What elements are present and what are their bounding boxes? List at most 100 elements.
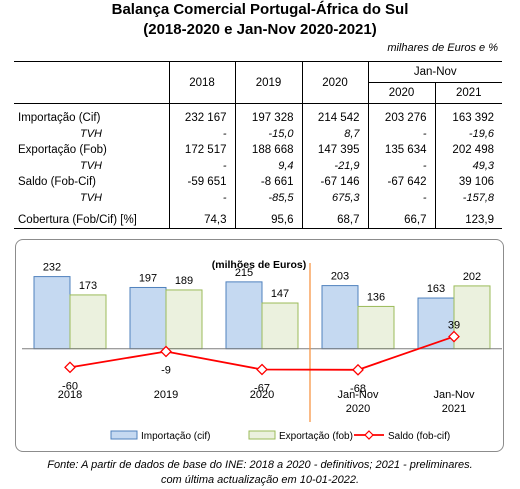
- page-title: Balança Comercial Portugal-África do Sul: [111, 1, 409, 18]
- trade-balance-table: 2018 2019 2020 Jan-Nov 2020 2021 Importa…: [14, 61, 502, 229]
- table-cell: 8,7: [301, 126, 368, 142]
- table-cell: -: [168, 190, 235, 206]
- category-label: Jan-Nov: [338, 389, 379, 401]
- table-row-tvh: TVH - -85,5 675,3- -157,8: [14, 190, 502, 206]
- category-label: 2020: [346, 403, 370, 415]
- saldo-point: [64, 361, 76, 374]
- units-note: milhares de Euros e %: [387, 42, 498, 54]
- table-cell: -: [367, 126, 435, 142]
- saldo-point: [448, 330, 460, 343]
- col-header: 2018: [168, 61, 235, 104]
- bar-value-label: 136: [367, 291, 385, 303]
- bar-importacao: [225, 281, 263, 350]
- table-cell: 9,4: [234, 158, 302, 174]
- row-label: Exportação (Fob): [18, 144, 107, 156]
- category-label: Jan-Nov: [434, 389, 475, 401]
- table-cell: 188 668: [234, 142, 302, 158]
- legend-label: Exportação (fob): [279, 431, 353, 442]
- saldo-value-label: 39: [448, 320, 460, 332]
- table-cell: 214 542: [301, 110, 368, 126]
- table-cell: -15,0: [234, 126, 302, 142]
- table-row-tvh: TVH -9,4 -21,9-49,3: [14, 158, 502, 174]
- chart-panel: (milhões de Euros) 232 173 197 189 215 147 203 1…: [15, 239, 504, 452]
- table-cell: 66,7: [367, 212, 435, 229]
- category-label: 2019: [154, 389, 178, 401]
- category-label: 2018: [58, 389, 82, 401]
- col-header: 2020: [301, 61, 368, 104]
- table-cell: 203 276: [367, 110, 435, 126]
- bar-importacao: [417, 297, 455, 350]
- table-cell: 232 167: [168, 110, 235, 126]
- bar-exportacao: [261, 302, 299, 350]
- row-label: Cobertura (Fob/Cif) [%]: [18, 214, 137, 226]
- col-header: 2021: [434, 82, 502, 104]
- bar-value-label: 232: [43, 262, 61, 274]
- table-cell: 147 395: [301, 142, 368, 158]
- saldo-value-label: -9: [161, 364, 171, 376]
- row-label: Saldo (Fob-Cif): [18, 176, 96, 188]
- bar-exportacao: [69, 294, 107, 350]
- bar-value-label: 163: [427, 283, 445, 295]
- table-cell: 135 634: [367, 142, 435, 158]
- bar-exportacao: [357, 305, 395, 350]
- source-note-date: com última actualização em 10-01-2022.: [160, 474, 360, 486]
- table-cell: 68,7: [301, 212, 368, 229]
- table-cell: 202 498: [434, 142, 502, 158]
- legend-swatch: [248, 430, 276, 440]
- bar-importacao: [33, 276, 71, 350]
- legend-label: Saldo (fob-cif): [388, 431, 450, 442]
- table-cell: 49,3: [434, 158, 502, 174]
- row-label: TVH: [80, 160, 102, 172]
- bar-value-label: 203: [331, 271, 349, 283]
- saldo-value-label: -68: [350, 383, 366, 395]
- col-header: 2020: [367, 82, 435, 104]
- saldo-point: [256, 363, 268, 376]
- table-cell: -85,5: [234, 190, 302, 206]
- table-cell: -: [168, 158, 235, 174]
- saldo-value-label: -60: [62, 380, 78, 392]
- table-cell: -67 642: [367, 174, 435, 190]
- legend-label: Importação (cif): [141, 431, 210, 442]
- group-header-jan-nov: Jan-Nov: [367, 61, 502, 83]
- bar-value-label: 173: [79, 280, 97, 292]
- bar-value-label: 215: [235, 267, 253, 279]
- chart-title: (milhões de Euros): [212, 259, 307, 271]
- saldo-value-label: -67: [254, 383, 270, 395]
- bar-value-label: 147: [271, 288, 289, 300]
- bar-value-label: 197: [139, 272, 157, 284]
- bar-importacao: [321, 285, 359, 350]
- table-row: Exportação (Fob) 172 517 188 668 147 395 135…: [14, 142, 502, 158]
- table-row: Saldo (Fob-Cif) -59 651 -8 661 -67 146 -67 6…: [14, 174, 502, 190]
- legend-swatch: [110, 430, 138, 440]
- bar-value-label: 189: [175, 275, 193, 287]
- col-header: 2019: [234, 61, 302, 104]
- table-cell: 95,6: [234, 212, 302, 229]
- bar-exportacao: [165, 289, 203, 350]
- row-label: Importação (Cif): [18, 112, 101, 124]
- table-cell: 163 392: [434, 110, 502, 126]
- saldo-point: [160, 345, 172, 358]
- table-cell: -: [168, 126, 235, 142]
- page-subtitle: (2018-2020 e Jan-Nov 2020-2021): [143, 21, 377, 38]
- table-cell: -59 651: [168, 174, 235, 190]
- table-cell: 39 106: [434, 174, 502, 190]
- table-cell: 74,3: [168, 212, 235, 229]
- table-row-tvh: TVH - -15,0 8,7- -19,6: [14, 126, 502, 142]
- table-row: Importação (Cif) 232 167 197 328 214 542 203…: [14, 110, 502, 126]
- category-label: 2021: [442, 403, 466, 415]
- table-row: Cobertura (Fob/Cif) [%] 74,3 95,6 68,7 66,7 1…: [14, 212, 502, 229]
- table-cell: 675,3: [301, 190, 368, 206]
- row-label: TVH: [80, 192, 102, 204]
- table-cell: 123,9: [434, 212, 502, 229]
- legend-swatch-marker: [364, 430, 374, 440]
- table-cell: -157,8: [434, 190, 502, 206]
- bar-exportacao: [453, 285, 491, 350]
- table-cell: 197 328: [234, 110, 302, 126]
- source-note: Fonte: A partir de dados de base do INE:…: [47, 459, 473, 471]
- table-cell: -8 661: [234, 174, 302, 190]
- bar-value-label: 202: [463, 271, 481, 283]
- table-cell: -67 146: [301, 174, 368, 190]
- saldo-point: [352, 363, 364, 376]
- table-cell: -19,6: [434, 126, 502, 142]
- table-cell: -: [367, 158, 435, 174]
